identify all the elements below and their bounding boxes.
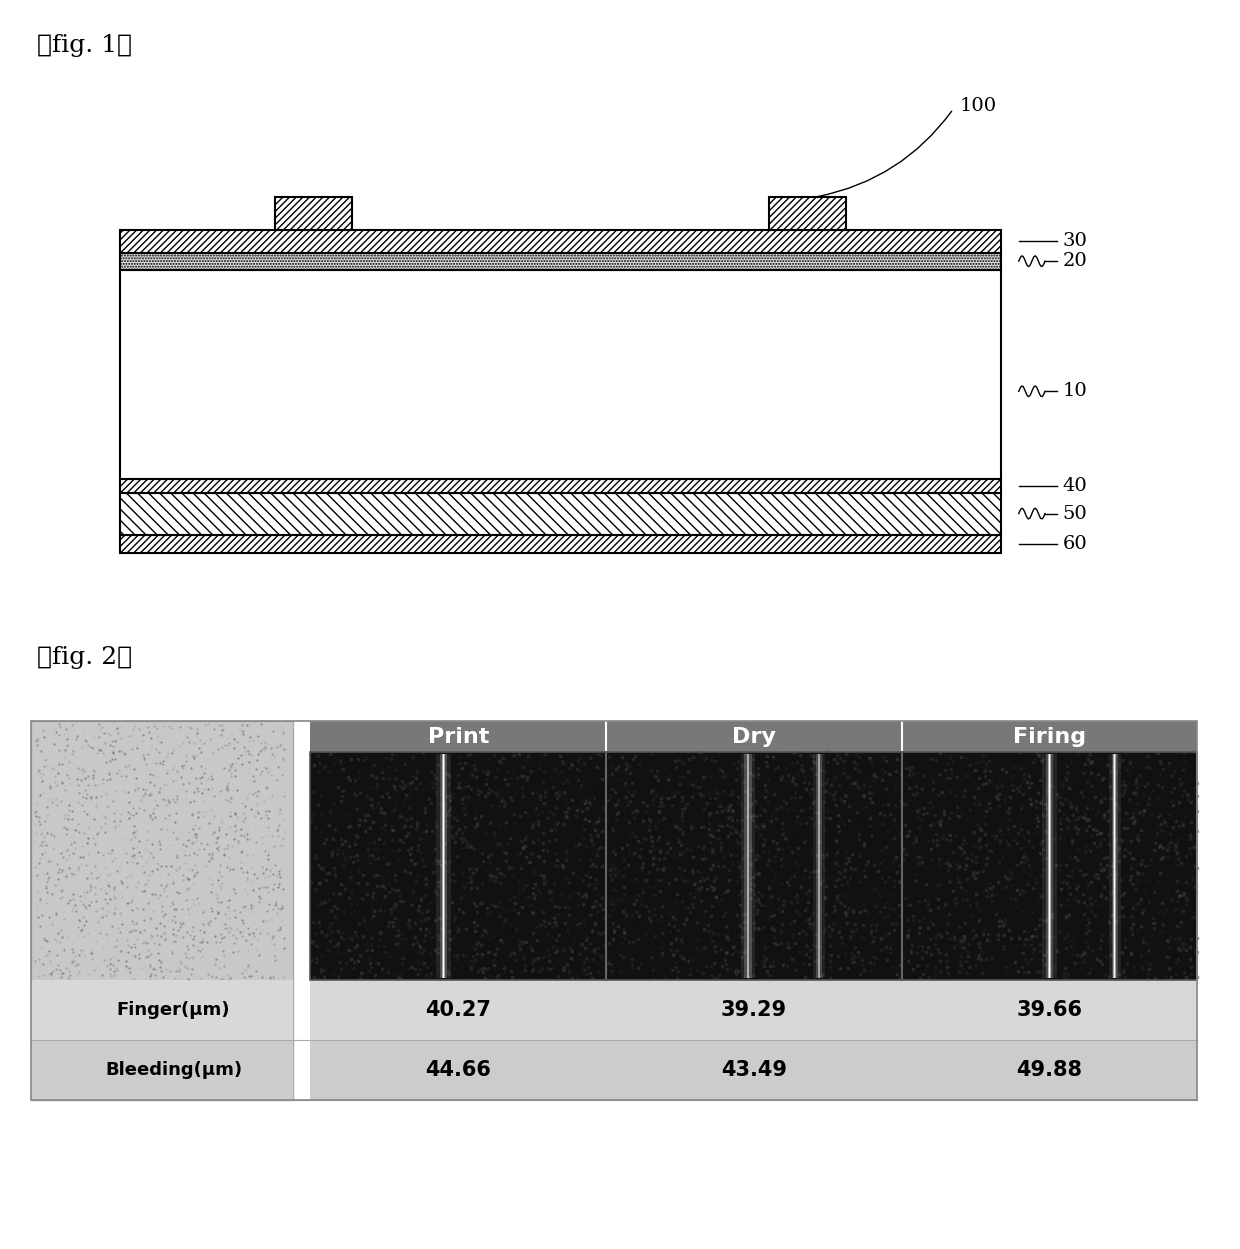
Bar [606, 752, 901, 980]
Bar [1048, 754, 1052, 978]
Bar [310, 1040, 606, 1100]
Bar [120, 230, 1001, 252]
Bar [744, 754, 751, 978]
Bar [120, 270, 1001, 480]
Text: 100: 100 [960, 97, 997, 115]
Bar [120, 492, 1001, 535]
Bar [31, 1040, 293, 1100]
Text: 10: 10 [1063, 382, 1087, 400]
Text: Dry: Dry [732, 727, 776, 747]
Bar [901, 1040, 1198, 1100]
Bar [441, 754, 445, 978]
Bar [901, 721, 1198, 752]
Text: 40: 40 [1063, 477, 1087, 495]
Bar [31, 721, 1198, 1100]
Bar [769, 197, 846, 230]
Bar [816, 754, 822, 978]
Bar [606, 721, 901, 752]
Bar [275, 197, 352, 230]
Bar [901, 980, 1198, 1040]
Bar [440, 754, 448, 978]
Text: 20: 20 [1063, 252, 1087, 270]
Bar [1043, 754, 1056, 978]
Bar [31, 721, 293, 1100]
Bar [310, 721, 606, 752]
Text: Finger(μm): Finger(μm) [117, 1000, 231, 1019]
Text: Print: Print [428, 727, 489, 747]
Bar [1114, 754, 1116, 978]
Text: 【fig. 1】: 【fig. 1】 [37, 34, 131, 57]
Text: 39.29: 39.29 [720, 1000, 787, 1020]
Bar [310, 980, 606, 1040]
Bar [120, 535, 1001, 552]
Text: 44.66: 44.66 [425, 1060, 491, 1080]
Text: 60: 60 [1063, 535, 1087, 552]
Text: Firing: Firing [1013, 727, 1086, 747]
Bar [817, 754, 820, 978]
Bar [436, 754, 450, 978]
Bar [1109, 754, 1121, 978]
Text: 30: 30 [1063, 232, 1087, 250]
Bar [1111, 754, 1117, 978]
Bar [120, 480, 1001, 492]
Bar [740, 754, 755, 978]
Text: Bleeding(μm): Bleeding(μm) [105, 1060, 242, 1079]
Bar [813, 754, 825, 978]
Text: 40.27: 40.27 [425, 1000, 491, 1020]
Bar [901, 752, 1198, 980]
Text: 49.88: 49.88 [1017, 1060, 1083, 1080]
Text: 43.49: 43.49 [720, 1060, 787, 1080]
Bar [310, 752, 1198, 980]
Text: 39.66: 39.66 [1017, 1000, 1083, 1020]
Text: 50: 50 [1063, 505, 1087, 522]
Bar [606, 980, 901, 1040]
Bar [310, 752, 606, 980]
Bar [31, 980, 293, 1040]
Bar [606, 1040, 901, 1100]
Text: 【fig. 2】: 【fig. 2】 [37, 646, 131, 669]
Bar [120, 252, 1001, 270]
Bar [1047, 754, 1053, 978]
Bar [746, 754, 749, 978]
